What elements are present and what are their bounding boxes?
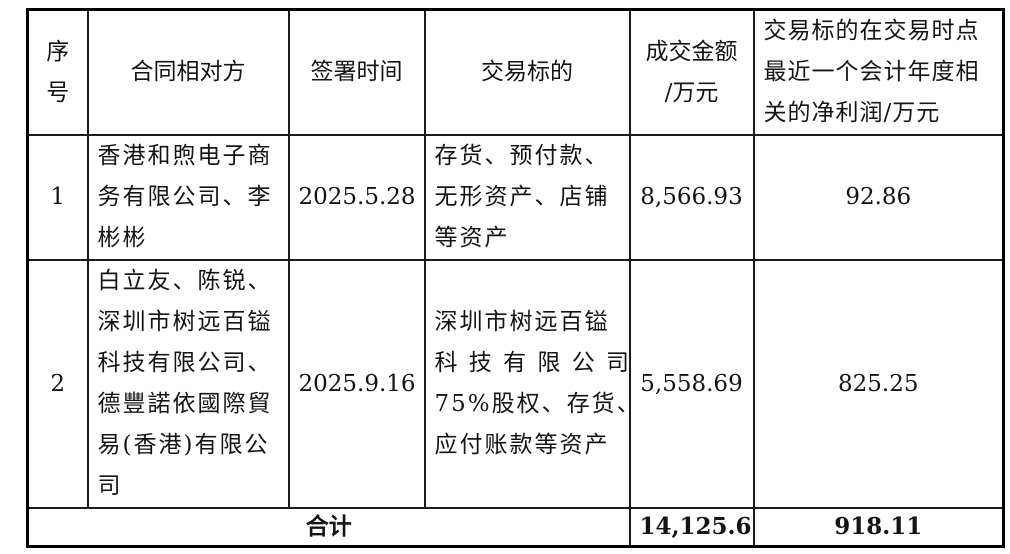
cell-serial: 2 [26, 259, 89, 509]
table-total-row: 合计 14,125.62 918.11 [26, 507, 1005, 548]
table-row: 1 香港和煦电子商 务有限公司、李 彬彬 2025.5.28 存货、预付款、 无… [26, 134, 1005, 261]
cell-party: 香港和煦电子商 务有限公司、李 彬彬 [86, 134, 290, 261]
table-header-row: 序 号 合同相对方 签署时间 交易标的 成交金额 /万元 交易标的在交易时点 最… [26, 8, 1005, 136]
cell-party: 白立友、陈锐、 深圳市树远百镒 科技有限公司、 德豐諾依國際貿 易(香港)有限公… [86, 259, 290, 509]
header-cell-sign-date: 签署时间 [287, 8, 426, 136]
transactions-table: 序 号 合同相对方 签署时间 交易标的 成交金额 /万元 交易标的在交易时点 最… [26, 8, 1005, 548]
table-row: 2 白立友、陈锐、 深圳市树远百镒 科技有限公司、 德豐諾依國際貿 易(香港)有… [26, 259, 1005, 509]
cell-subject: 深圳市树远百镒 科 技 有 限 公 司 75%股权、存货、 应付账款等资产 [423, 259, 631, 509]
cell-net-profit: 825.25 [752, 259, 1005, 509]
cell-net-profit: 92.86 [752, 134, 1005, 261]
cell-subject: 存货、预付款、 无形资产、店铺 等资产 [423, 134, 631, 261]
transactions-table-wrapper: 序 号 合同相对方 签署时间 交易标的 成交金额 /万元 交易标的在交易时点 最… [26, 8, 1005, 548]
cell-amount: 5,558.69 [628, 259, 755, 509]
header-cell-party: 合同相对方 [86, 8, 290, 136]
total-amount: 14,125.62 [628, 507, 755, 548]
cell-sign-date: 2025.9.16 [287, 259, 426, 509]
header-cell-subject: 交易标的 [423, 8, 631, 136]
cell-amount: 8,566.93 [628, 134, 755, 261]
cell-sign-date: 2025.5.28 [287, 134, 426, 261]
total-net-profit: 918.11 [752, 507, 1005, 548]
header-cell-serial: 序 号 [26, 8, 89, 136]
header-cell-net-profit: 交易标的在交易时点 最近一个会计年度相 关的净利润/万元 [752, 8, 1005, 136]
header-cell-amount: 成交金额 /万元 [628, 8, 755, 136]
cell-serial: 1 [26, 134, 89, 261]
total-label: 合计 [26, 507, 631, 548]
